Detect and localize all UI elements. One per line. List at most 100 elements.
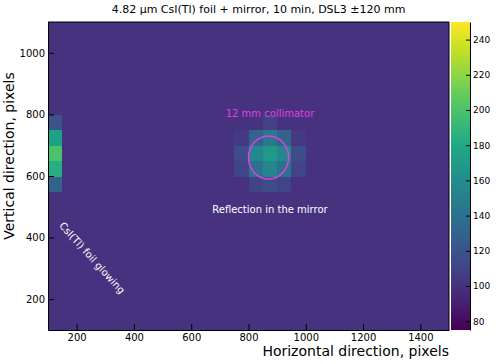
cell — [249, 53, 264, 69]
cell — [320, 145, 335, 161]
cell — [263, 238, 278, 254]
tick-label: 100 — [473, 281, 490, 291]
cell — [377, 207, 392, 223]
cell — [191, 130, 206, 146]
cell — [134, 99, 149, 115]
cell — [320, 130, 335, 146]
cell — [277, 176, 292, 192]
cell — [206, 253, 221, 269]
cell — [363, 191, 378, 207]
cell — [220, 268, 235, 284]
cell — [234, 268, 249, 284]
cell — [277, 145, 292, 161]
cell — [148, 84, 163, 100]
cell — [62, 284, 77, 300]
cell — [134, 53, 149, 69]
cell — [191, 99, 206, 115]
cell — [148, 176, 163, 192]
cell — [120, 253, 135, 269]
cell — [91, 315, 106, 330]
cell — [91, 284, 106, 300]
cell — [220, 161, 235, 177]
cell — [435, 315, 449, 330]
cell — [177, 114, 192, 130]
cell — [62, 53, 77, 69]
cell — [320, 84, 335, 100]
cell — [206, 222, 221, 238]
cell — [334, 53, 349, 69]
cell — [134, 145, 149, 161]
cell — [163, 299, 178, 315]
cell — [120, 53, 135, 69]
tick: 80 — [466, 317, 485, 327]
cell — [191, 145, 206, 161]
cell — [320, 222, 335, 238]
cell — [392, 145, 407, 161]
collimator-circle — [248, 136, 288, 179]
cell — [206, 161, 221, 177]
cell — [363, 299, 378, 315]
cell — [120, 222, 135, 238]
cell — [206, 68, 221, 84]
cell — [191, 176, 206, 192]
cell — [220, 37, 235, 53]
cell — [420, 84, 435, 100]
cell — [334, 84, 349, 100]
cell — [377, 176, 392, 192]
cell — [105, 68, 120, 84]
cell — [77, 176, 92, 192]
cell — [334, 176, 349, 192]
cell — [77, 207, 92, 223]
cell — [263, 253, 278, 269]
cell — [363, 238, 378, 254]
tick-label: 200 — [26, 294, 45, 305]
cell — [291, 268, 306, 284]
tick-label: 200 — [68, 332, 87, 343]
cell — [62, 37, 77, 53]
cell — [249, 284, 264, 300]
cell — [234, 176, 249, 192]
cell — [377, 53, 392, 69]
cell — [105, 22, 120, 38]
cell — [191, 68, 206, 84]
cell — [377, 114, 392, 130]
cell — [392, 176, 407, 192]
cell — [62, 130, 77, 146]
tick: 140 — [466, 211, 490, 221]
cell — [420, 53, 435, 69]
cell — [435, 114, 449, 130]
y-axis: 2004006008001000 — [20, 23, 54, 331]
cell — [363, 222, 378, 238]
cell — [105, 53, 120, 69]
cell — [306, 176, 321, 192]
cell — [120, 299, 135, 315]
cell — [420, 315, 435, 330]
cell — [306, 145, 321, 161]
cell — [191, 37, 206, 53]
cell — [420, 191, 435, 207]
cell — [406, 53, 421, 69]
tick-mark — [363, 324, 364, 330]
cell — [349, 99, 364, 115]
cell — [334, 315, 349, 330]
tick-mark — [249, 324, 250, 330]
cell — [91, 299, 106, 315]
cell — [392, 253, 407, 269]
cell — [163, 191, 178, 207]
cell — [377, 268, 392, 284]
cell — [377, 99, 392, 115]
cell — [377, 145, 392, 161]
cell — [349, 299, 364, 315]
cell — [105, 130, 120, 146]
cell — [62, 253, 77, 269]
cell — [177, 130, 192, 146]
cell — [48, 114, 63, 130]
tick: 800 — [239, 324, 258, 343]
frame — [48, 22, 449, 23]
cell — [220, 53, 235, 69]
tick: 600 — [182, 324, 201, 343]
tick-label: 240 — [473, 35, 490, 45]
tick: 200 — [68, 324, 87, 343]
tick: 180 — [466, 141, 490, 151]
cell — [120, 161, 135, 177]
